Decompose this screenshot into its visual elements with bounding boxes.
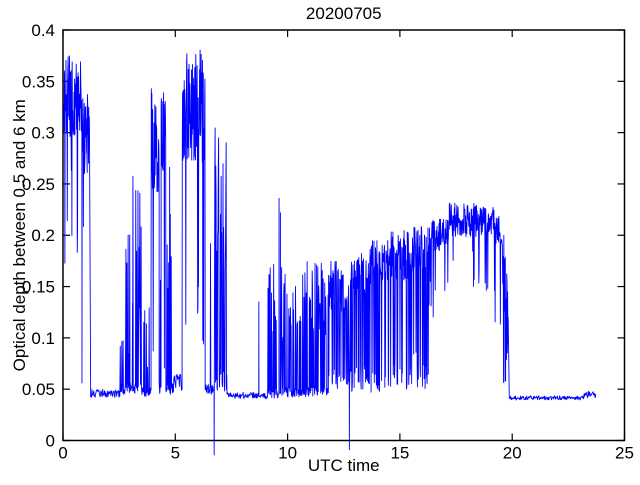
- y-tick-label: 0.2: [31, 226, 55, 245]
- y-tick-label: 0.35: [22, 72, 55, 91]
- y-axis-label: Optical depth between 0.5 and 6 km: [10, 99, 29, 371]
- y-tick-labels: 0 0.05 0.1 0.15 0.2 0.25 0.3 0.35 0.4: [22, 21, 55, 451]
- x-tick-labels: 0 5 10 15 20 25: [58, 444, 634, 463]
- x-tick-label: 0: [58, 444, 67, 463]
- y-tick-label: 0.1: [31, 329, 55, 348]
- x-tick-label: 20: [503, 444, 522, 463]
- y-tick-label: 0.25: [22, 175, 55, 194]
- chart-title: 20200705: [306, 4, 382, 23]
- y-tick-label: 0: [46, 431, 55, 450]
- y-tick-label: 0.05: [22, 380, 55, 399]
- x-tick-label: 15: [390, 444, 409, 463]
- y-tick-label: 0.15: [22, 278, 55, 297]
- x-ticks: [62, 30, 626, 441]
- y-tick-label: 0.3: [31, 124, 55, 143]
- y-tick-label: 0.4: [31, 21, 55, 40]
- y-ticks: [63, 29, 625, 442]
- x-tick-label: 5: [171, 444, 180, 463]
- x-axis-label: UTC time: [308, 456, 380, 475]
- x-tick-label: 10: [278, 444, 297, 463]
- data-line: [62, 49, 597, 456]
- x-tick-label: 25: [615, 444, 634, 463]
